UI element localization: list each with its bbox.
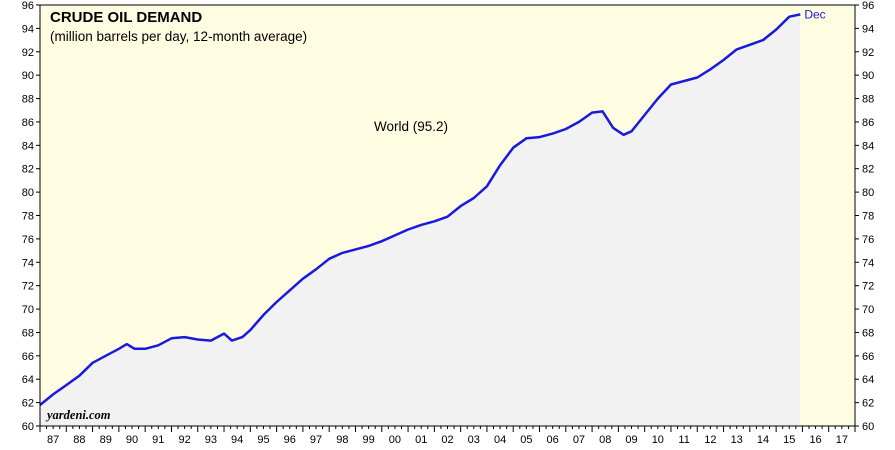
- x-tick-label: 14: [757, 434, 769, 446]
- y-tick-label-left: 72: [22, 281, 34, 293]
- source-label: yardeni.com: [45, 408, 111, 422]
- x-tick-label: 91: [152, 434, 164, 446]
- y-axis-right: 60 62 64 66 68 70 72 74 76 78 80 82 84 86 88 90 92 94 96: [862, 0, 874, 433]
- y-tick-label-right: 72: [862, 281, 874, 293]
- x-tick-label: 02: [441, 434, 453, 446]
- y-tick-label-right: 88: [862, 94, 874, 106]
- y-tick-label-left: 78: [22, 211, 34, 223]
- y-tick-label-left: 64: [22, 374, 34, 386]
- y-tick-label-right: 82: [862, 164, 874, 176]
- y-tick-label-right: 78: [862, 211, 874, 223]
- y-tick-label-left: 90: [22, 70, 34, 82]
- y-tick-label-left: 96: [22, 0, 34, 12]
- y-tick-label-left: 86: [22, 117, 34, 129]
- y-tick-label-left: 74: [22, 257, 34, 269]
- y-tick-label-left: 84: [22, 140, 34, 152]
- x-tick-label: 07: [573, 434, 585, 446]
- y-tick-label-right: 62: [862, 398, 874, 410]
- y-tick-label-left: 94: [22, 23, 34, 35]
- y-tick-label-right: 66: [862, 351, 874, 363]
- y-tick-label-right: 86: [862, 117, 874, 129]
- series-annotation: World (95.2): [374, 119, 448, 134]
- x-tick-label: 90: [126, 434, 138, 446]
- y-tick-label-right: 96: [862, 0, 874, 12]
- x-tick-label: 15: [783, 434, 795, 446]
- y-tick-label-left: 70: [22, 304, 34, 316]
- x-tick-label: 89: [100, 434, 112, 446]
- y-tick-label-left: 92: [22, 47, 34, 59]
- y-tick-label-left: 82: [22, 164, 34, 176]
- x-tick-label: 06: [547, 434, 559, 446]
- y-tick-label-right: 70: [862, 304, 874, 316]
- x-tick-label: 00: [389, 434, 401, 446]
- x-tick-label: 97: [310, 434, 322, 446]
- end-label: Dec: [804, 7, 825, 21]
- y-tick-label-right: 94: [862, 23, 874, 35]
- y-tick-label-left: 60: [22, 421, 34, 433]
- x-tick-label: 95: [257, 434, 269, 446]
- x-tick-label: 05: [520, 434, 532, 446]
- y-tick-label-left: 62: [22, 398, 34, 410]
- x-tick-label: 92: [178, 434, 190, 446]
- x-tick-label: 99: [363, 434, 375, 446]
- y-tick-label-right: 68: [862, 327, 874, 339]
- x-tick-label: 13: [731, 434, 743, 446]
- x-tick-label: 94: [231, 434, 243, 446]
- y-tick-label-right: 90: [862, 70, 874, 82]
- y-tick-label-left: 88: [22, 94, 34, 106]
- x-tick-label: 98: [336, 434, 348, 446]
- x-axis: 87 88 89 90 91 92 93 94 95 96 97 98 99 00 01 02 03 04 05 06…: [39, 426, 856, 446]
- series-line-world: [39, 13, 801, 406]
- x-tick-label: 11: [678, 434, 689, 446]
- y-tick-label-left: 76: [22, 234, 34, 246]
- y-tick-label-left: 80: [22, 187, 34, 199]
- y-tick-label-right: 74: [862, 257, 874, 269]
- y-tick-label-right: 64: [862, 374, 874, 386]
- plot-frame: [39, 4, 856, 427]
- y-tick-label-right: 76: [862, 234, 874, 246]
- y-tick-label-right: 60: [862, 421, 874, 433]
- y-ticks-group: [36, 4, 859, 427]
- x-tick-label: 04: [494, 434, 506, 446]
- x-tick-label: 12: [704, 434, 716, 446]
- chart-title: CRUDE OIL DEMAND: [50, 9, 202, 26]
- y-tick-label-right: 84: [862, 140, 874, 152]
- y-axis-left: 60 62 64 66 68 70 72 74 76 78 80 82 84 86 88 90 92 94 96: [22, 0, 34, 433]
- series-area-world: [40, 14, 801, 427]
- y-tick-label-right: 92: [862, 47, 874, 59]
- y-tick-label-left: 66: [22, 351, 34, 363]
- chart-subtitle: (million barrels per day, 12-month avera…: [50, 29, 307, 44]
- x-tick-label: 16: [809, 434, 821, 446]
- x-tick-label: 93: [205, 434, 217, 446]
- x-tick-label: 09: [625, 434, 637, 446]
- x-tick-label: 10: [652, 434, 664, 446]
- x-tick-label: 96: [284, 434, 296, 446]
- x-tick-label: 03: [468, 434, 480, 446]
- x-tick-label: 88: [73, 434, 85, 446]
- y-tick-label-right: 80: [862, 187, 874, 199]
- x-tick-label: 08: [599, 434, 611, 446]
- x-tick-label: 17: [836, 434, 848, 446]
- x-tick-label: 01: [415, 434, 427, 446]
- y-tick-label-left: 68: [22, 327, 34, 339]
- x-tick-label: 87: [47, 434, 59, 446]
